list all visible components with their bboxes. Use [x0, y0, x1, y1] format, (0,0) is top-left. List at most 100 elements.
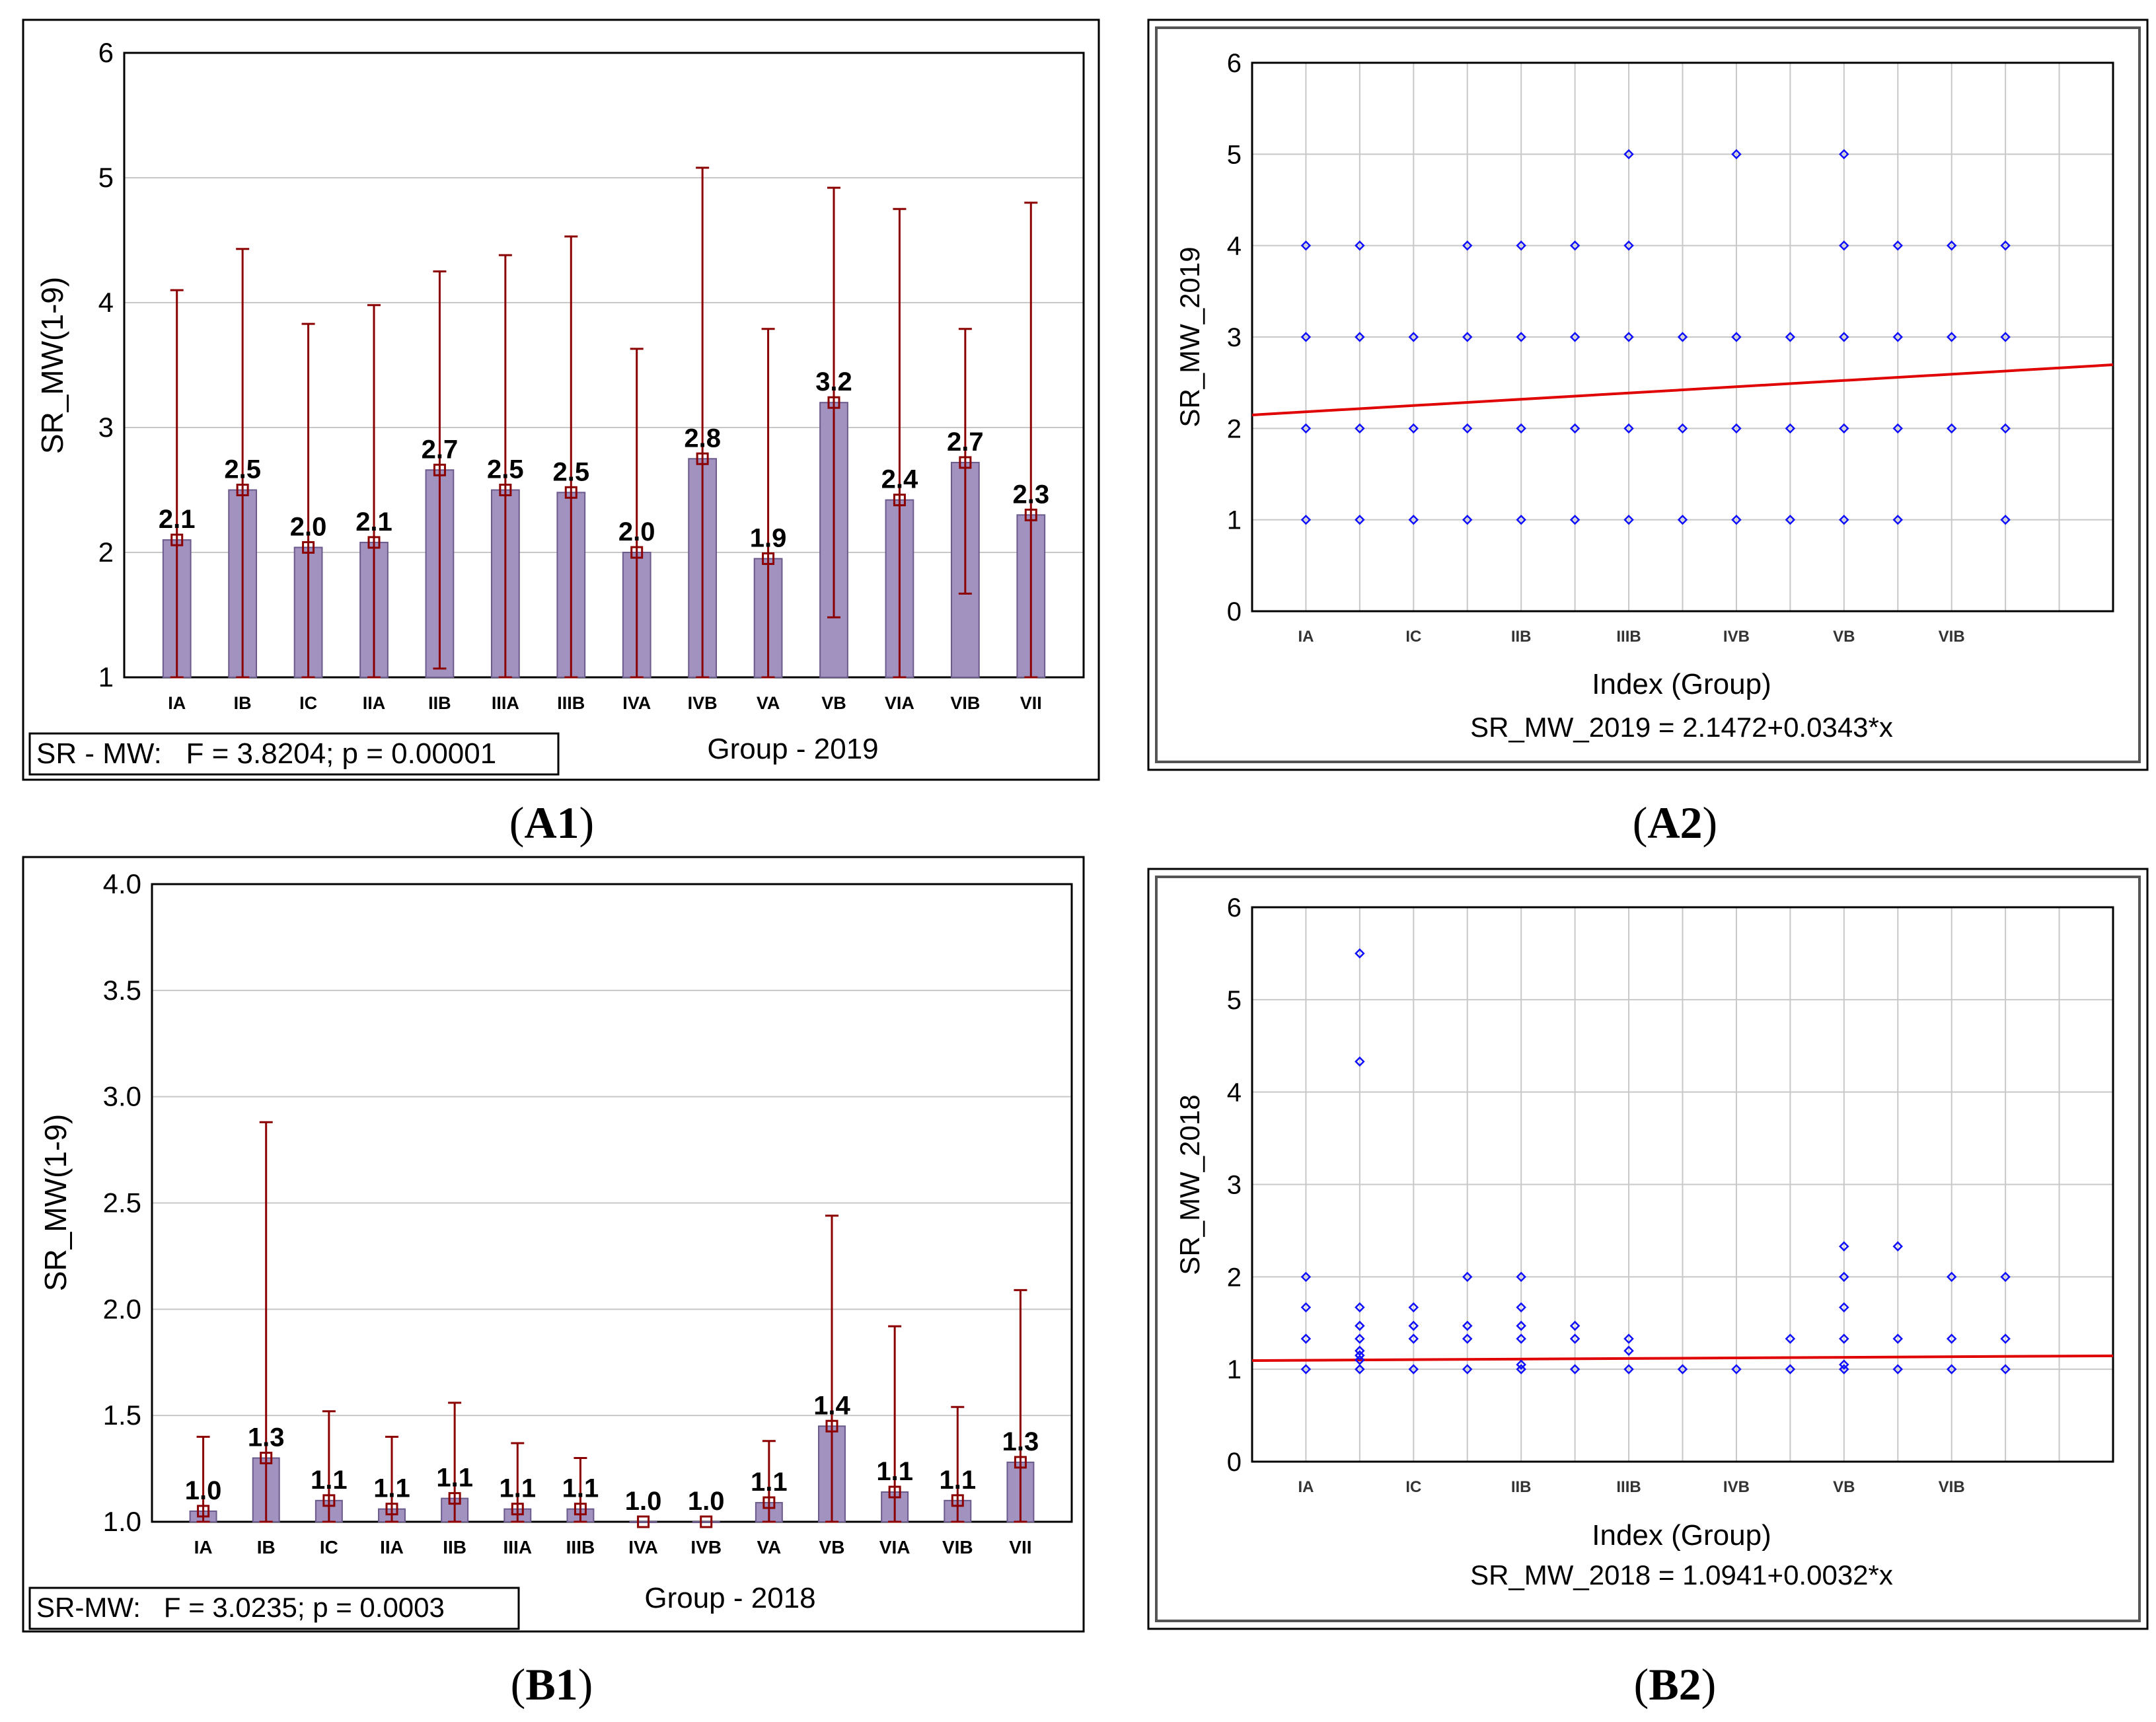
data-point	[1892, 514, 1904, 525]
data-point	[2000, 1271, 2011, 1283]
data-point	[2000, 423, 2011, 434]
data-point	[1355, 1350, 1365, 1361]
data-point	[1785, 1333, 1796, 1344]
y-tick-label: 0	[1227, 1448, 1242, 1477]
plot-frame	[123, 52, 1085, 679]
category-label-vii: VII	[1009, 1537, 1031, 1557]
data-point	[1785, 332, 1796, 342]
data-point	[1892, 1333, 1904, 1344]
value-label-iiia: 1.1	[499, 1474, 536, 1503]
data-point	[1300, 1364, 1312, 1374]
data-point	[1677, 332, 1688, 342]
category-label-via: VIA	[879, 1537, 911, 1557]
data-point	[1300, 1302, 1312, 1313]
data-point	[1839, 332, 1849, 342]
category-label-vb: VB	[819, 1537, 845, 1557]
category-label-iiib: IIIB	[566, 1537, 595, 1557]
data-point	[1462, 1271, 1473, 1283]
panel-b1-frame	[22, 856, 1085, 1633]
y-tick-label: 6	[1227, 893, 1242, 922]
y-tick-label: 4	[1227, 232, 1242, 261]
panel-a2-scatter-chart: 0 1 2 3 4 5 6 IA IC IIB IIIB IVB VB VIB SR_MW_2019 Inde…	[1147, 19, 2149, 771]
data-point	[1623, 1345, 1634, 1356]
data-point	[1569, 240, 1580, 251]
y-tick-label: 3.5	[103, 975, 141, 1006]
value-label-ib: 1.3	[248, 1423, 285, 1452]
data-point	[1892, 332, 1904, 342]
y-tick-label: 4.0	[103, 868, 141, 899]
data-point	[1462, 1320, 1473, 1331]
data-point	[1839, 1333, 1849, 1344]
data-point	[1516, 332, 1526, 342]
data-point	[1300, 240, 1312, 251]
panel-b2-inner-frame	[1155, 876, 2141, 1622]
panel-b1-bar-chart: 1.0 1.5 2.0 2.5 3.0 3.5 4.0 1.0 IA 1.3 IB 1.1 IC 1.1 I…	[22, 856, 1085, 1633]
data-point	[1408, 332, 1419, 342]
mean-marker-iia	[385, 1503, 398, 1516]
category-label-iva: IVA	[628, 1537, 658, 1557]
data-point	[1569, 1333, 1580, 1344]
data-point	[1839, 1364, 1849, 1374]
panel-a2-plot-area: 0 1 2 3 4 5 6 IA IC IIB IIIB IVB VB VIB SR_MW_2019 Inde…	[1174, 49, 2114, 743]
value-label-vii: 2.3	[1012, 480, 1049, 509]
data-point	[1569, 1320, 1580, 1331]
panel-label-a1: (A1)	[509, 798, 594, 848]
category-label-iiia: IIIA	[492, 693, 519, 713]
data-point	[1623, 423, 1634, 434]
data-point	[1516, 1333, 1526, 1344]
data-point	[1462, 332, 1473, 342]
mean-marker-vb	[825, 1419, 838, 1433]
data-point	[1355, 948, 1365, 959]
data-point	[1462, 240, 1473, 251]
data-point	[1623, 332, 1634, 342]
x-tick-label: VB	[1833, 628, 1855, 646]
value-label-via: 2.4	[881, 465, 918, 494]
category-label-va: VA	[757, 1537, 781, 1557]
data-point	[1355, 332, 1365, 342]
data-point	[1516, 423, 1526, 434]
category-label-vb: VB	[821, 693, 846, 713]
y-axis-title: SR_MW(1-9)	[38, 1114, 73, 1291]
data-point	[1946, 1333, 1957, 1344]
x-tick-label: VIB	[1939, 628, 1965, 646]
y-tick-label: 2	[1227, 414, 1242, 443]
regression-line	[1251, 1354, 2114, 1363]
data-point	[1462, 514, 1473, 525]
data-point	[1677, 423, 1688, 434]
y-tick-label: 5	[98, 162, 114, 193]
data-point	[1946, 1271, 1957, 1283]
mean-marker-iiib	[564, 486, 577, 499]
category-label-ib: IB	[234, 693, 252, 713]
data-point	[1516, 1364, 1526, 1374]
data-point	[2000, 514, 2011, 525]
x-axis-title: Index (Group)	[1592, 1519, 1771, 1552]
value-label-iiib: 1.1	[562, 1474, 599, 1503]
mean-marker-vii	[1014, 1456, 1027, 1469]
data-point	[1946, 240, 1957, 251]
data-point	[1408, 1364, 1419, 1374]
regression-equation: SR_MW_2018 = 1.0941+0.0032*x	[1470, 1559, 1893, 1591]
value-label-vib: 2.7	[947, 428, 984, 457]
data-point	[1785, 1364, 1796, 1374]
data-point	[1731, 1364, 1742, 1374]
x-axis-title: Group - 2019	[707, 733, 878, 765]
data-point	[1300, 1271, 1312, 1283]
mean-marker-ivb	[700, 1515, 713, 1528]
data-point	[1569, 1364, 1580, 1374]
x-tick-label: IIIB	[1616, 628, 1641, 646]
data-point	[1731, 514, 1742, 525]
category-label-iiib: IIIB	[557, 693, 585, 713]
data-point	[1355, 1364, 1365, 1374]
data-point	[1839, 1241, 1849, 1252]
stat-box-text: SR-MW: F = 3.0235; p = 0.0003	[36, 1592, 445, 1623]
data-point	[1892, 1364, 1904, 1374]
mean-marker-iiia	[511, 1503, 524, 1516]
category-label-vib: VIB	[950, 693, 980, 713]
data-point	[1839, 240, 1849, 251]
mean-marker-vib	[951, 1494, 964, 1507]
data-point	[1946, 332, 1957, 342]
mean-marker-ia	[197, 1505, 210, 1518]
value-label-iva: 2.0	[618, 517, 655, 546]
data-point	[1355, 1355, 1365, 1365]
mean-marker-ivb	[696, 452, 709, 465]
